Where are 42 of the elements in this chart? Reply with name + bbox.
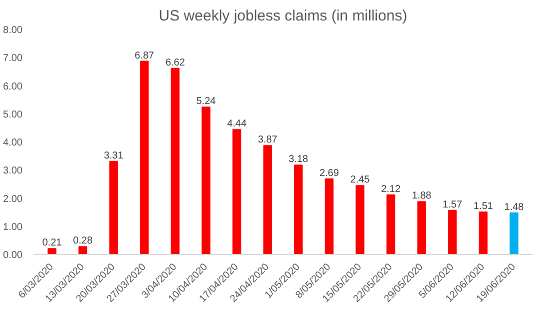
- data-label: 6.87: [134, 50, 155, 62]
- bar: [263, 145, 272, 254]
- bar: [386, 194, 396, 254]
- data-label: 3.18: [288, 154, 309, 166]
- data-label: 4.44: [227, 118, 247, 130]
- data-label: 0.21: [42, 238, 62, 249]
- chart-title: US weekly jobless claims (in millions): [158, 8, 408, 24]
- data-label: 1.88: [412, 190, 432, 202]
- data-label: 1.51: [473, 201, 494, 212]
- data-label: 0.28: [73, 236, 93, 247]
- bar: [202, 106, 210, 254]
- y-tick-label: 6.00: [3, 81, 23, 92]
- y-tick-label: 2.00: [3, 194, 23, 205]
- bar: [510, 212, 518, 254]
- bar: [356, 185, 364, 254]
- bar: [417, 201, 426, 254]
- bar: [294, 164, 303, 254]
- y-tick-label: 7.00: [3, 53, 23, 64]
- data-label: 1.57: [442, 199, 463, 210]
- data-label: 5.24: [196, 96, 216, 108]
- bar: [232, 129, 242, 254]
- data-label: 2.12: [381, 184, 401, 195]
- y-tick-label: 4.00: [3, 138, 23, 148]
- data-label: 3.87: [258, 134, 278, 146]
- y-tick-label: 5.00: [3, 109, 23, 120]
- y-tick-label: 1.00: [3, 222, 23, 233]
- bar: [48, 248, 56, 254]
- y-tick-label: 3.00: [3, 166, 23, 177]
- bar: [448, 210, 457, 254]
- y-tick-label: 0.00: [3, 250, 23, 261]
- bar: [478, 212, 488, 254]
- bar: [324, 178, 334, 254]
- data-label: 2.69: [319, 168, 340, 179]
- bar: [109, 160, 118, 254]
- bar: [78, 246, 88, 254]
- bar: [170, 68, 180, 254]
- y-tick-label: 8.00: [3, 25, 23, 36]
- data-label: 2.45: [350, 174, 370, 186]
- data-label: 1.48: [504, 202, 524, 213]
- data-label: 3.31: [104, 150, 124, 162]
- bar: [140, 60, 149, 254]
- data-label: 6.62: [165, 57, 186, 68]
